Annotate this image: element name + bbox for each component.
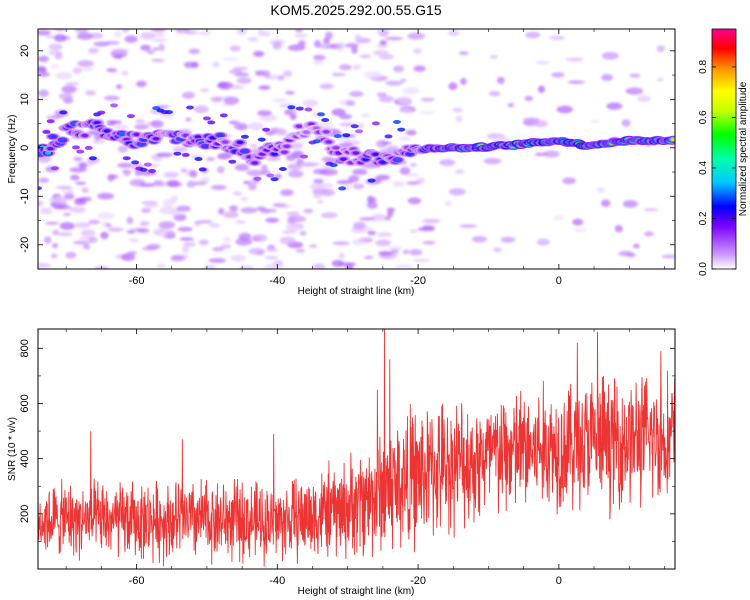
snr-panel: -60 -40 -20 0 200 400 600 800 Height of straigh… (7, 328, 676, 597)
colorbar-tick-label: 0.0 (698, 262, 709, 276)
frequency-tick-label: -10 (19, 188, 31, 204)
x-tick-label: -20 (410, 275, 426, 287)
snr-ylabel: SNR (10 * v/v) (7, 417, 18, 481)
colorbar-label: Normalized spectral amplitude (738, 81, 749, 216)
x-tick-label: -60 (129, 275, 145, 287)
x-tick-label: -20 (410, 575, 426, 587)
colorbar-tick-label: 0.2 (698, 211, 709, 225)
spectrogram-heatmap (38, 29, 675, 269)
spectrogram-ticks: -60 -40 -20 0 -20 -10 0 10 20 (19, 29, 675, 287)
snr-series-line (38, 329, 675, 567)
spectrogram-frame (37, 28, 676, 270)
colorbar: 0.0 0.2 0.4 0.6 0.8 Normalized spectral ampl… (698, 28, 749, 276)
x-tick-label: 0 (556, 575, 562, 587)
snr-tick-label: 800 (19, 339, 31, 357)
figure-title: KOM5.2025.292.00.55.G15 (270, 2, 441, 18)
colorbar-gradient (711, 28, 737, 270)
colorbar-tick-label: 0.4 (698, 161, 709, 175)
colorbar-ticks: 0.0 0.2 0.4 0.6 0.8 (698, 60, 736, 276)
spectrogram-ridge (38, 103, 675, 191)
snr-frame (37, 328, 676, 570)
x-tick-label: -40 (269, 575, 285, 587)
x-tick-label: -60 (129, 575, 145, 587)
snr-xlabel: Height of straight line (km) (298, 586, 415, 597)
frequency-tick-label: -20 (19, 237, 31, 253)
snr-ticks: -60 -40 -20 0 200 400 600 800 (19, 329, 675, 587)
snr-tick-label: 200 (19, 505, 31, 523)
frequency-tick-label: 10 (19, 93, 31, 105)
colorbar-tick-label: 0.8 (698, 60, 709, 74)
snr-tick-label: 600 (19, 394, 31, 412)
snr-tick-label: 400 (19, 449, 31, 467)
spectrogram-xlabel: Height of straight line (km) (298, 286, 415, 297)
colorbar-tick-label: 0.6 (698, 110, 709, 124)
frequency-tick-label: 20 (19, 45, 31, 57)
spectrogram-panel: -60 -40 -20 0 -20 -10 0 10 20 Height of straight… (7, 28, 676, 297)
x-tick-label: -40 (269, 275, 285, 287)
frequency-tick-label: 0 (19, 145, 31, 151)
spectrogram-ylabel: Frequency (Hz) (7, 115, 18, 184)
x-tick-label: 0 (556, 275, 562, 287)
